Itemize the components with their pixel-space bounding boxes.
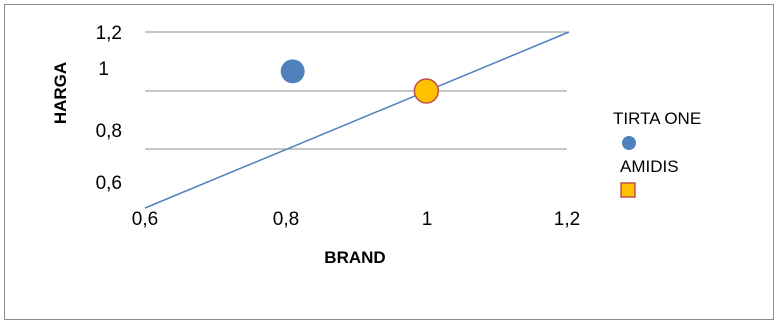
gridlines [145, 31, 567, 150]
tick-labels: 0,6 0,8 1 1,2 0,6 0,8 1 1,2 [96, 23, 581, 230]
reference-line [144, 31, 570, 209]
scatter-chart: 0,6 0,8 1 1,2 0,6 0,8 1 1,2 BRAND HARGA TIRTA O… [51, 23, 701, 267]
y-tick-label: 0,8 [96, 121, 122, 142]
legend-marker-tirta-one [622, 136, 636, 150]
legend-label-amidis: AMIDIS [620, 157, 679, 176]
x-axis-title: BRAND [324, 248, 385, 267]
data-points [280, 59, 440, 104]
data-point-amidis [413, 78, 440, 104]
x-tick-label: 1,2 [554, 209, 580, 230]
data-point-tirta-one [280, 59, 305, 84]
y-tick-label: 1,2 [96, 23, 122, 44]
y-tick-label: 1 [98, 59, 109, 80]
legend: TIRTA ONE AMIDIS [613, 109, 701, 198]
x-tick-label: 1 [422, 209, 433, 230]
x-tick-label: 0,8 [273, 209, 299, 230]
y-tick-label: 0,6 [96, 173, 122, 194]
x-tick-label: 0,6 [132, 209, 158, 230]
reference-line-layer [144, 31, 570, 209]
y-axis-title: HARGA [51, 62, 70, 124]
legend-label-tirta-one: TIRTA ONE [613, 109, 701, 128]
chart-frame: 0,6 0,8 1 1,2 0,6 0,8 1 1,2 BRAND HARGA TIRTA O… [4, 4, 774, 320]
legend-marker-amidis [620, 182, 636, 198]
